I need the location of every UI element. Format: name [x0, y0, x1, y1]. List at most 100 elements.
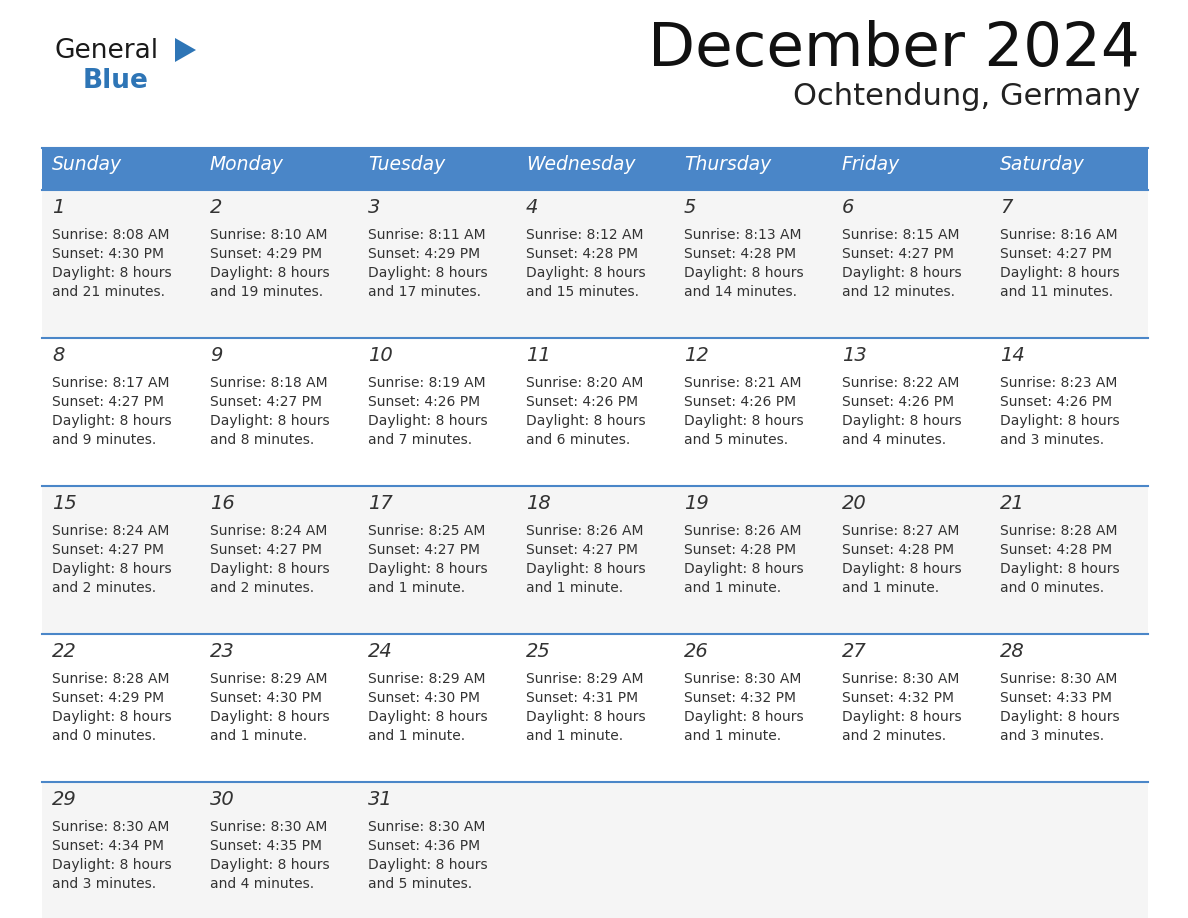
Text: Sunrise: 8:23 AM: Sunrise: 8:23 AM: [1000, 376, 1118, 390]
Text: 22: 22: [52, 642, 77, 661]
Text: 11: 11: [526, 346, 551, 365]
Text: Sunset: 4:26 PM: Sunset: 4:26 PM: [1000, 395, 1112, 409]
Text: and 4 minutes.: and 4 minutes.: [210, 877, 314, 891]
Bar: [42, 782, 1148, 918]
Text: and 9 minutes.: and 9 minutes.: [52, 433, 157, 447]
Text: Sunrise: 8:27 AM: Sunrise: 8:27 AM: [842, 524, 960, 538]
Text: Sunrise: 8:21 AM: Sunrise: 8:21 AM: [684, 376, 802, 390]
Text: Daylight: 8 hours: Daylight: 8 hours: [52, 710, 171, 724]
Text: Daylight: 8 hours: Daylight: 8 hours: [684, 562, 803, 576]
Text: Sunset: 4:32 PM: Sunset: 4:32 PM: [842, 691, 954, 705]
Text: and 21 minutes.: and 21 minutes.: [52, 285, 165, 299]
Text: and 1 minute.: and 1 minute.: [526, 581, 624, 595]
Text: Sunset: 4:26 PM: Sunset: 4:26 PM: [368, 395, 480, 409]
Text: Sunrise: 8:28 AM: Sunrise: 8:28 AM: [1000, 524, 1118, 538]
Text: Sunrise: 8:13 AM: Sunrise: 8:13 AM: [684, 228, 802, 242]
Text: Daylight: 8 hours: Daylight: 8 hours: [210, 414, 329, 428]
Text: Sunrise: 8:24 AM: Sunrise: 8:24 AM: [210, 524, 328, 538]
Text: Tuesday: Tuesday: [368, 155, 446, 174]
Text: Daylight: 8 hours: Daylight: 8 hours: [52, 562, 171, 576]
Text: Sunrise: 8:28 AM: Sunrise: 8:28 AM: [52, 672, 170, 686]
Text: Sunset: 4:34 PM: Sunset: 4:34 PM: [52, 839, 164, 853]
Text: Daylight: 8 hours: Daylight: 8 hours: [1000, 562, 1119, 576]
Text: Daylight: 8 hours: Daylight: 8 hours: [368, 562, 487, 576]
Text: 17: 17: [368, 494, 393, 513]
Text: Sunrise: 8:30 AM: Sunrise: 8:30 AM: [368, 820, 486, 834]
Text: Sunset: 4:27 PM: Sunset: 4:27 PM: [842, 247, 954, 261]
Text: Sunset: 4:36 PM: Sunset: 4:36 PM: [368, 839, 480, 853]
Text: December 2024: December 2024: [649, 20, 1140, 79]
Text: Sunset: 4:28 PM: Sunset: 4:28 PM: [684, 247, 796, 261]
Text: Daylight: 8 hours: Daylight: 8 hours: [526, 710, 645, 724]
Text: and 1 minute.: and 1 minute.: [842, 581, 940, 595]
Text: Sunset: 4:27 PM: Sunset: 4:27 PM: [526, 543, 638, 557]
Text: and 2 minutes.: and 2 minutes.: [210, 581, 314, 595]
Text: Sunset: 4:26 PM: Sunset: 4:26 PM: [842, 395, 954, 409]
Text: 10: 10: [368, 346, 393, 365]
Text: 18: 18: [526, 494, 551, 513]
Text: Ochtendung, Germany: Ochtendung, Germany: [792, 82, 1140, 111]
Text: 6: 6: [842, 198, 854, 217]
Text: and 5 minutes.: and 5 minutes.: [368, 877, 472, 891]
Text: and 6 minutes.: and 6 minutes.: [526, 433, 631, 447]
Text: and 12 minutes.: and 12 minutes.: [842, 285, 955, 299]
Text: 26: 26: [684, 642, 709, 661]
Text: Sunset: 4:26 PM: Sunset: 4:26 PM: [684, 395, 796, 409]
Text: and 11 minutes.: and 11 minutes.: [1000, 285, 1113, 299]
Text: 5: 5: [684, 198, 696, 217]
Text: and 4 minutes.: and 4 minutes.: [842, 433, 946, 447]
Text: Sunrise: 8:08 AM: Sunrise: 8:08 AM: [52, 228, 170, 242]
Text: and 0 minutes.: and 0 minutes.: [52, 729, 156, 743]
Text: Daylight: 8 hours: Daylight: 8 hours: [526, 266, 645, 280]
Text: Sunrise: 8:20 AM: Sunrise: 8:20 AM: [526, 376, 644, 390]
Text: Sunrise: 8:30 AM: Sunrise: 8:30 AM: [1000, 672, 1118, 686]
Text: Sunrise: 8:29 AM: Sunrise: 8:29 AM: [210, 672, 328, 686]
Bar: [42, 486, 1148, 634]
Text: and 3 minutes.: and 3 minutes.: [1000, 729, 1104, 743]
Text: Daylight: 8 hours: Daylight: 8 hours: [526, 414, 645, 428]
Text: Sunset: 4:27 PM: Sunset: 4:27 PM: [210, 395, 322, 409]
Text: and 14 minutes.: and 14 minutes.: [684, 285, 797, 299]
Text: and 7 minutes.: and 7 minutes.: [368, 433, 472, 447]
Text: Sunset: 4:29 PM: Sunset: 4:29 PM: [368, 247, 480, 261]
Text: Daylight: 8 hours: Daylight: 8 hours: [842, 414, 961, 428]
Text: Sunrise: 8:18 AM: Sunrise: 8:18 AM: [210, 376, 328, 390]
Text: Sunset: 4:31 PM: Sunset: 4:31 PM: [526, 691, 638, 705]
Text: Sunset: 4:27 PM: Sunset: 4:27 PM: [368, 543, 480, 557]
Text: Thursday: Thursday: [684, 155, 771, 174]
Text: and 1 minute.: and 1 minute.: [368, 581, 466, 595]
Text: and 1 minute.: and 1 minute.: [210, 729, 308, 743]
Text: Daylight: 8 hours: Daylight: 8 hours: [1000, 266, 1119, 280]
Text: Sunset: 4:29 PM: Sunset: 4:29 PM: [52, 691, 164, 705]
Text: Daylight: 8 hours: Daylight: 8 hours: [1000, 414, 1119, 428]
Text: Sunset: 4:35 PM: Sunset: 4:35 PM: [210, 839, 322, 853]
Text: Sunrise: 8:30 AM: Sunrise: 8:30 AM: [52, 820, 170, 834]
Text: 9: 9: [210, 346, 222, 365]
Text: 28: 28: [1000, 642, 1025, 661]
Text: Daylight: 8 hours: Daylight: 8 hours: [684, 710, 803, 724]
Text: 25: 25: [526, 642, 551, 661]
Text: 15: 15: [52, 494, 77, 513]
Text: Daylight: 8 hours: Daylight: 8 hours: [368, 710, 487, 724]
Text: Sunrise: 8:10 AM: Sunrise: 8:10 AM: [210, 228, 328, 242]
Text: 12: 12: [684, 346, 709, 365]
Text: Blue: Blue: [83, 68, 148, 94]
Text: Sunrise: 8:30 AM: Sunrise: 8:30 AM: [842, 672, 960, 686]
Text: 29: 29: [52, 790, 77, 809]
Text: Daylight: 8 hours: Daylight: 8 hours: [1000, 710, 1119, 724]
Text: Sunrise: 8:26 AM: Sunrise: 8:26 AM: [684, 524, 802, 538]
Text: Daylight: 8 hours: Daylight: 8 hours: [368, 266, 487, 280]
Text: Sunset: 4:33 PM: Sunset: 4:33 PM: [1000, 691, 1112, 705]
Bar: [42, 634, 1148, 782]
Bar: [42, 148, 1148, 190]
Text: Sunset: 4:28 PM: Sunset: 4:28 PM: [684, 543, 796, 557]
Text: General: General: [55, 38, 159, 64]
Text: Daylight: 8 hours: Daylight: 8 hours: [842, 562, 961, 576]
Text: Sunrise: 8:24 AM: Sunrise: 8:24 AM: [52, 524, 170, 538]
Text: Sunset: 4:32 PM: Sunset: 4:32 PM: [684, 691, 796, 705]
Text: and 2 minutes.: and 2 minutes.: [842, 729, 946, 743]
Text: 1: 1: [52, 198, 64, 217]
Text: Daylight: 8 hours: Daylight: 8 hours: [684, 266, 803, 280]
Text: Daylight: 8 hours: Daylight: 8 hours: [842, 710, 961, 724]
Text: Sunrise: 8:22 AM: Sunrise: 8:22 AM: [842, 376, 960, 390]
